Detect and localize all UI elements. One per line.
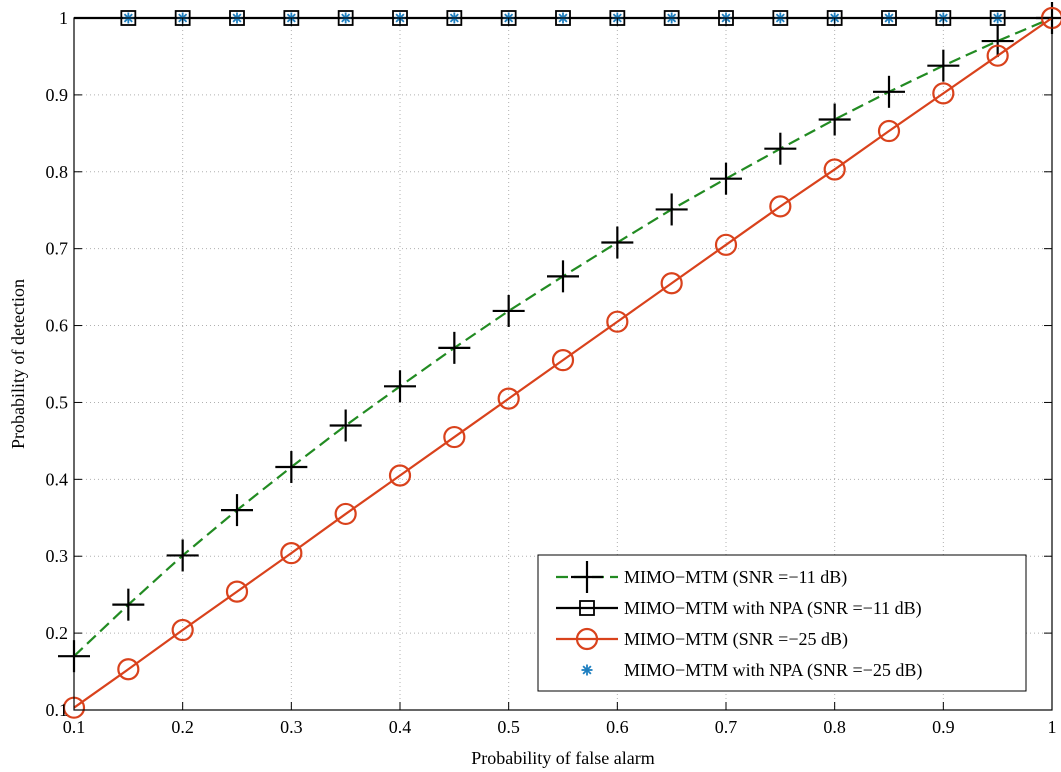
x-tick-label: 0.8 (823, 717, 846, 737)
data-point-plus (764, 132, 797, 165)
data-point-plus (166, 539, 199, 572)
legend: MIMO−MTM (SNR =−11 dB) MIMO−MTM with NPA … (537, 554, 1027, 692)
y-tick-label: 0.3 (46, 546, 69, 566)
x-tick-label: 0.1 (63, 717, 86, 737)
data-point-circle (497, 387, 520, 410)
y-tick-label: 0.4 (46, 469, 69, 489)
series-3 (62, 6, 1061, 719)
data-point-plus (384, 370, 416, 403)
data-point-square (579, 600, 595, 616)
legend-entry-3: MIMO−MTM (SNR =−25 dB) (556, 627, 848, 651)
data-point-plus (927, 49, 960, 82)
legend-label: MIMO−MTM with NPA (SNR =−11 dB) (624, 598, 922, 619)
legend-entry-4: MIMO−MTM with NPA (SNR =−25 dB) (581, 660, 922, 681)
legend-label: MIMO−MTM with NPA (SNR =−25 dB) (624, 660, 922, 681)
x-axis-label: Probability of false alarm (471, 748, 654, 768)
legend-box (537, 554, 1027, 692)
data-point-circle (823, 158, 846, 181)
data-point-circle (551, 349, 575, 372)
data-point-plus (655, 193, 688, 226)
data-point-circle (932, 82, 955, 105)
data-point-circle (714, 233, 738, 256)
data-point-plus (601, 226, 634, 259)
y-tick-label: 1 (59, 8, 68, 28)
data-point-circle (388, 464, 412, 487)
y-tick-label: 0.2 (46, 623, 69, 643)
data-point-plus (112, 588, 145, 621)
data-point-plus (547, 260, 579, 293)
series-line (73, 17, 1053, 709)
data-point-circle (575, 627, 599, 651)
y-tick-label: 0.5 (46, 392, 69, 412)
ticks: 0.1 0.2 0.3 0.4 0.5 0.6 0.7 0.8 0.9 1 0.1 0.2 0.3 0.4… (46, 8, 1057, 737)
data-point-plus (275, 451, 308, 484)
x-tick-label: 0.7 (715, 717, 738, 737)
data-point-circle (334, 502, 357, 526)
data-point-plus (873, 75, 905, 108)
y-axis-label: Probability of detection (8, 279, 28, 449)
data-point-plus (438, 331, 471, 364)
legend-entry-2: MIMO−MTM with NPA (SNR =−11 dB) (556, 598, 922, 619)
data-point-plus (981, 25, 1014, 58)
x-tick-label: 0.4 (389, 717, 412, 737)
legend-entry-1: MIMO−MTM (SNR =−11 dB) (556, 561, 847, 593)
data-point-plus (710, 162, 742, 195)
x-tick-label: 0.9 (932, 717, 955, 737)
y-tick-label: 0.8 (46, 162, 69, 182)
x-tick-label: 0.3 (280, 717, 303, 737)
data-point-circle (986, 44, 1009, 67)
data-point-circle (117, 658, 140, 681)
data-point-plus (221, 494, 253, 527)
data-point-circle (280, 542, 303, 565)
legend-label: MIMO−MTM (SNR =−25 dB) (624, 629, 848, 650)
data-point-circle (171, 618, 194, 642)
data-point-plus (329, 409, 362, 442)
data-point-circle (225, 580, 249, 603)
data-point-circle (606, 310, 629, 333)
data-point-circle (660, 272, 683, 295)
y-tick-label: 0.1 (46, 700, 69, 720)
data-point-circle (443, 425, 466, 449)
x-tick-label: 1 (1048, 717, 1057, 737)
data-point-circle (877, 119, 901, 143)
data-point-circle (769, 195, 792, 218)
y-tick-label: 0.9 (46, 85, 69, 105)
data-point-plus (571, 561, 603, 593)
data-point-asterisk (581, 664, 593, 676)
data-point-plus (818, 103, 851, 136)
legend-label: MIMO−MTM (SNR =−11 dB) (624, 567, 847, 588)
x-tick-label: 0.6 (606, 717, 629, 737)
x-tick-label: 0.2 (171, 717, 194, 737)
y-tick-label: 0.7 (46, 239, 69, 259)
y-tick-label: 0.6 (46, 316, 69, 336)
plot-frame (73, 17, 1053, 711)
x-tick-label: 0.5 (497, 717, 520, 737)
data-point-plus (492, 294, 525, 327)
